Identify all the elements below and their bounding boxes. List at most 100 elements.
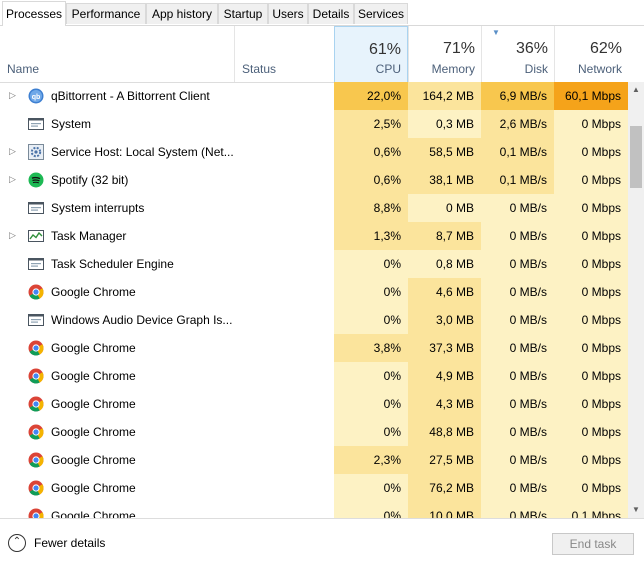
table-row[interactable]: System 2,5% 0,3 MB 2,6 MB/s 0 Mbps (0, 110, 628, 138)
network-usage-total: 62% (589, 40, 622, 57)
system-icon (28, 256, 44, 272)
scroll-down-arrow-icon[interactable]: ▼ (632, 505, 640, 514)
column-header-memory[interactable]: 71% Memory (408, 26, 481, 82)
table-row[interactable]: Google Chrome 3,8% 37,3 MB 0 MB/s 0 Mbps (0, 334, 628, 362)
qbittorrent-icon: qb (28, 88, 44, 104)
process-name: Google Chrome (51, 369, 136, 383)
process-cpu: 0,6% (334, 166, 408, 194)
chevron-up-icon[interactable]: ⌃ (8, 534, 26, 552)
process-cpu: 22,0% (334, 82, 408, 110)
table-row[interactable]: Task Scheduler Engine 0% 0,8 MB 0 MB/s 0 Mbp… (0, 250, 628, 278)
table-row[interactable]: Google Chrome 0% 76,2 MB 0 MB/s 0 Mbps (0, 474, 628, 502)
table-row[interactable]: ▷ qb qBittorrent - A Bittorrent Client 22,0… (0, 82, 628, 110)
process-status (234, 362, 334, 390)
scrollbar-thumb[interactable] (630, 126, 642, 188)
process-network: 0,1 Mbps (554, 502, 628, 518)
tab-bar-divider (0, 25, 644, 26)
process-name: Google Chrome (51, 285, 136, 299)
process-name: Google Chrome (51, 341, 136, 355)
process-disk: 0 MB/s (481, 362, 554, 390)
process-name: Google Chrome (51, 397, 136, 411)
tab-app-history[interactable]: App history (146, 3, 218, 24)
process-disk: 0 MB/s (481, 502, 554, 518)
tab-users[interactable]: Users (268, 3, 308, 24)
end-task-button[interactable]: End task (552, 533, 634, 555)
process-network: 0 Mbps (554, 474, 628, 502)
column-header-name[interactable]: Name (0, 26, 234, 82)
column-status-label: Status (242, 62, 277, 76)
process-name: Windows Audio Device Graph Is... (51, 313, 233, 327)
tab-processes[interactable]: Processes (2, 1, 66, 26)
process-network: 0 Mbps (554, 306, 628, 334)
tab-services[interactable]: Services (354, 3, 408, 24)
process-disk: 2,6 MB/s (481, 110, 554, 138)
process-memory: 37,3 MB (408, 334, 481, 362)
process-cpu: 0% (334, 474, 408, 502)
chrome-icon (28, 508, 44, 518)
vertical-scrollbar[interactable]: ▲ ▼ (628, 82, 644, 518)
table-row[interactable]: Google Chrome 0% 4,9 MB 0 MB/s 0 Mbps (0, 362, 628, 390)
process-memory: 48,8 MB (408, 418, 481, 446)
process-name: Google Chrome (51, 453, 136, 467)
process-network: 0 Mbps (554, 250, 628, 278)
tab-startup[interactable]: Startup (218, 3, 268, 24)
process-network: 0 Mbps (554, 446, 628, 474)
table-row[interactable]: Google Chrome 0% 48,8 MB 0 MB/s 0 Mbps (0, 418, 628, 446)
column-header-disk[interactable]: ▼ 36% Disk (481, 26, 554, 82)
expand-chevron-icon[interactable]: ▷ (9, 90, 16, 100)
expand-chevron-icon[interactable]: ▷ (9, 174, 16, 184)
process-status (234, 390, 334, 418)
process-network: 0 Mbps (554, 362, 628, 390)
svg-text:qb: qb (32, 94, 41, 101)
column-memory-label: Memory (431, 62, 475, 76)
column-header-network[interactable]: 62% Network (554, 26, 628, 82)
table-row[interactable]: ▷ Task Manager 1,3% 8,7 MB 0 MB/s 0 Mbps (0, 222, 628, 250)
process-status (234, 250, 334, 278)
footer: ⌃ Fewer details End task (0, 518, 644, 569)
process-memory: 27,5 MB (408, 446, 481, 474)
process-disk: 0 MB/s (481, 334, 554, 362)
process-disk: 0 MB/s (481, 306, 554, 334)
process-memory: 4,3 MB (408, 390, 481, 418)
process-disk: 0 MB/s (481, 222, 554, 250)
process-cpu: 0,6% (334, 138, 408, 166)
spotify-icon (28, 172, 44, 188)
table-row[interactable]: ▷ Service Host: Local System (Net... 0,6% 5… (0, 138, 628, 166)
process-status (234, 502, 334, 518)
process-status (234, 138, 334, 166)
expand-chevron-icon[interactable]: ▷ (9, 230, 16, 240)
expand-chevron-icon[interactable]: ▷ (9, 146, 16, 156)
process-status (234, 166, 334, 194)
table-row[interactable]: Google Chrome 0% 4,3 MB 0 MB/s 0 Mbps (0, 390, 628, 418)
process-disk: 0 MB/s (481, 390, 554, 418)
chrome-icon (28, 368, 44, 384)
column-name-label: Name (7, 62, 40, 76)
table-row[interactable]: Google Chrome 0% 10,0 MB 0 MB/s 0,1 Mbps (0, 502, 628, 518)
scroll-up-arrow-icon[interactable]: ▲ (632, 85, 640, 94)
table-row[interactable]: Google Chrome 0% 4,6 MB 0 MB/s 0 Mbps (0, 278, 628, 306)
process-network: 0 Mbps (554, 110, 628, 138)
process-memory: 76,2 MB (408, 474, 481, 502)
process-network: 0 Mbps (554, 222, 628, 250)
process-network: 0 Mbps (554, 194, 628, 222)
table-row[interactable]: Google Chrome 2,3% 27,5 MB 0 MB/s 0 Mbps (0, 446, 628, 474)
table-row[interactable]: Windows Audio Device Graph Is... 0% 3,0 MB… (0, 306, 628, 334)
column-header: Name Status 61% CPU 71% Memory ▼ 36% Dis… (0, 26, 628, 83)
column-header-cpu[interactable]: 61% CPU (334, 26, 408, 82)
column-header-status[interactable]: Status (234, 26, 334, 82)
process-cpu: 8,8% (334, 194, 408, 222)
tab-details[interactable]: Details (308, 3, 354, 24)
process-network: 60,1 Mbps (554, 82, 628, 110)
tab-bar: Processes Performance App history Startu… (0, 0, 644, 26)
process-status (234, 110, 334, 138)
table-row[interactable]: System interrupts 8,8% 0 MB 0 MB/s 0 Mbps (0, 194, 628, 222)
process-status (234, 446, 334, 474)
process-network: 0 Mbps (554, 418, 628, 446)
column-network-label: Network (577, 62, 622, 76)
process-network: 0 Mbps (554, 166, 628, 194)
table-row[interactable]: ▷ Spotify (32 bit) 0,6% 38,1 MB 0,1 MB/s 0 Mb… (0, 166, 628, 194)
fewer-details-button[interactable]: Fewer details (34, 536, 106, 550)
tab-performance[interactable]: Performance (66, 3, 146, 24)
process-disk: 0 MB/s (481, 446, 554, 474)
process-cpu: 2,3% (334, 446, 408, 474)
